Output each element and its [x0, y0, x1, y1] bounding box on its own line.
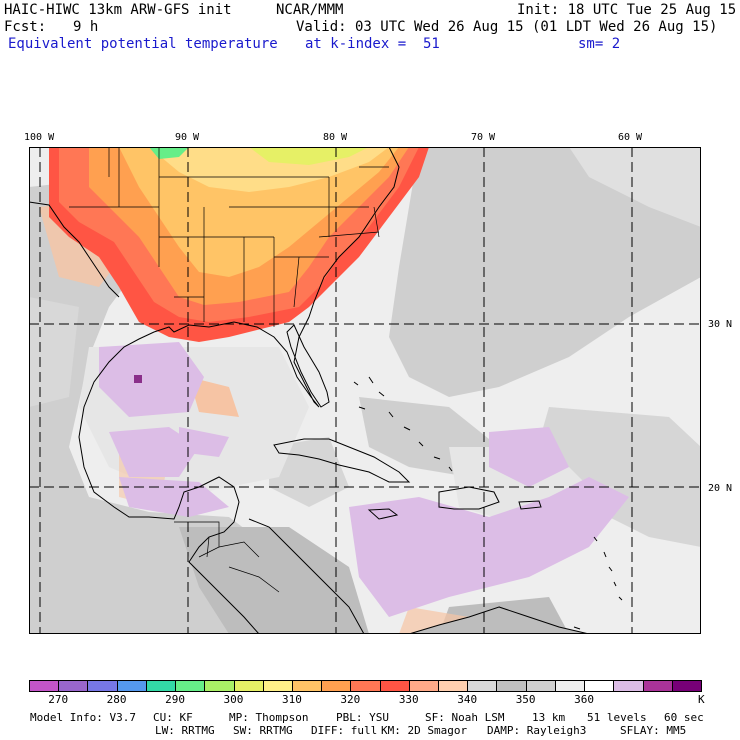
- hispaniola-coast: [438, 486, 500, 510]
- puerto-rico-coast: [518, 500, 542, 510]
- south-america-coast: [408, 606, 590, 634]
- colorbar-units: K: [698, 693, 705, 706]
- field-name: Equivalent potential temperature: [8, 36, 278, 52]
- map-frame: [29, 147, 701, 634]
- fcst-label: Fcst:: [4, 19, 47, 35]
- colorbar-swatch: [233, 680, 264, 692]
- footer-pbl: PBL: YSU: [336, 711, 389, 724]
- theta-e-map: [29, 147, 701, 634]
- fcst-value: 9 h: [73, 19, 99, 35]
- jamaica-coast: [367, 508, 399, 520]
- footer-km: KM: 2D Smagor: [381, 724, 468, 737]
- colorbar-swatch: [87, 680, 118, 692]
- colorbar-swatch: [613, 680, 644, 692]
- colorbar-swatch: [438, 680, 469, 692]
- colorbar-swatch: [291, 680, 323, 692]
- florida-coast: [286, 324, 330, 408]
- init-time: Init: 18 UTC Tue 25 Aug 15: [517, 2, 737, 18]
- colorbar-swatch: [642, 680, 673, 692]
- cuba-coast: [273, 438, 411, 483]
- colorbar-swatch: [58, 680, 89, 692]
- lat-label-20n: 20 N: [708, 483, 733, 494]
- lilac-field: [99, 342, 629, 617]
- colorbar-swatch: [554, 680, 586, 692]
- colorbar-swatch: [145, 680, 177, 692]
- colorbar-swatch: [350, 680, 381, 692]
- colorbar-swatch: [525, 680, 556, 692]
- colorbar-swatch: [262, 680, 293, 692]
- state-borders: [69, 147, 389, 327]
- country-borders: [174, 521, 280, 593]
- lon-label-70w: 70 W: [471, 132, 496, 143]
- colorbar-tick-label: 290: [165, 693, 185, 706]
- colorbar-swatch: [379, 680, 410, 692]
- colorbar-swatch: [584, 680, 615, 692]
- colorbar-tick-label: 300: [223, 693, 244, 706]
- purple-spot: [134, 375, 142, 383]
- colorbar-tick-label: 320: [340, 693, 361, 706]
- colorbar-tick-label: 280: [106, 693, 127, 706]
- lon-label-90w: 90 W: [175, 132, 200, 143]
- footer-model-info: Model Info: V3.7: [30, 711, 136, 724]
- footer-timestep: 60 sec: [664, 711, 704, 724]
- footer-sf: SF: Noah LSM: [425, 711, 505, 724]
- colorbar-tick-label: 360: [574, 693, 594, 706]
- colorbar-swatch: [175, 680, 206, 692]
- colorbar: [29, 680, 702, 692]
- colorbar-swatch: [467, 680, 498, 692]
- footer-levels: 51 levels: [587, 711, 647, 724]
- footer-damp: DAMP: Rayleigh3: [487, 724, 587, 737]
- colorbar-swatch: [321, 680, 352, 692]
- colorbar-tick-label: 350: [515, 693, 536, 706]
- level-label: at k-index = 51: [305, 36, 440, 52]
- footer-cu: CU: KF: [153, 711, 193, 724]
- colorbar-swatch: [204, 680, 235, 692]
- footer-mp: MP: Thompson: [229, 711, 309, 724]
- colorbar-tick-label: 310: [281, 693, 302, 706]
- colorbar-swatch: [671, 680, 702, 692]
- footer-diff: DIFF: full: [311, 724, 378, 737]
- lon-label-100w: 100 W: [24, 132, 55, 143]
- org-label: NCAR/MMM: [276, 2, 344, 18]
- footer-lw: LW: RRTMG: [155, 724, 215, 737]
- gridlines: [29, 147, 701, 634]
- colorbar-swatch: [116, 680, 147, 692]
- colorbar-tick-label: 330: [398, 693, 419, 706]
- colorbar-swatch: [408, 680, 440, 692]
- footer-sflay: SFLAY: MM5: [620, 724, 687, 737]
- model-title: HAIC-HIWC 13km ARW-GFS init: [4, 2, 232, 18]
- footer-res: 13 km: [532, 711, 566, 724]
- valid-time: Valid: 03 UTC Wed 26 Aug 15 (01 LDT Wed …: [296, 19, 718, 35]
- smooth-label: sm= 2: [578, 36, 621, 52]
- colorbar-swatch: [29, 680, 60, 692]
- lat-label-30n: 30 N: [708, 319, 733, 330]
- colorbar-tick-label: 270: [48, 693, 69, 706]
- coastlines: [29, 147, 400, 634]
- lon-label-80w: 80 W: [323, 132, 348, 143]
- colorbar-swatch: [496, 680, 527, 692]
- colorbar-tick-label: 340: [457, 693, 478, 706]
- footer-sw: SW: RRTMG: [233, 724, 293, 737]
- lon-label-60w: 60 W: [618, 132, 643, 143]
